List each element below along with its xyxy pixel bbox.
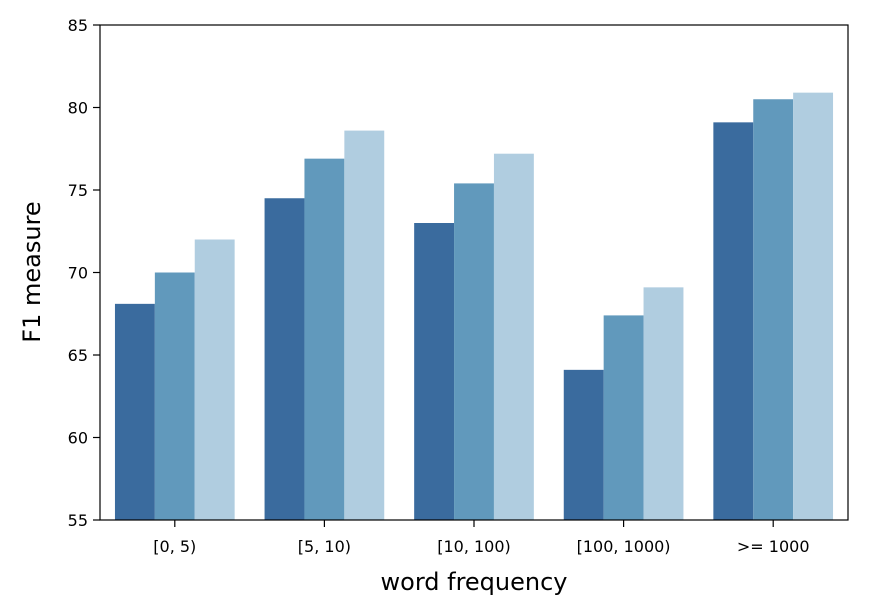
bar-0-series-0 <box>114 303 155 520</box>
x-axis-label: word frequency <box>381 568 568 596</box>
bar-3-series-0 <box>563 369 604 520</box>
bar-4-series-1 <box>753 99 794 520</box>
x-tick-label: [0, 5) <box>153 537 196 556</box>
x-tick-label: [5, 10) <box>298 537 351 556</box>
bar-4-series-0 <box>713 122 754 520</box>
bar-2-series-0 <box>414 223 455 520</box>
bar-3-series-1 <box>603 315 644 520</box>
y-tick-label: 75 <box>68 181 88 200</box>
bar-1-series-1 <box>304 158 345 520</box>
bar-0-series-2 <box>194 239 235 520</box>
bar-2-series-1 <box>454 183 494 520</box>
y-tick-label: 70 <box>68 264 88 283</box>
bar-3-series-2 <box>643 287 684 520</box>
x-tick-label: >= 1000 <box>737 537 810 556</box>
bar-2-series-2 <box>493 153 534 520</box>
y-tick-label: 80 <box>68 99 88 118</box>
bar-1-series-0 <box>264 198 305 520</box>
bar-4-series-2 <box>793 92 834 521</box>
y-tick-label: 55 <box>68 511 88 530</box>
y-tick-label: 60 <box>68 429 88 448</box>
axes-layer: 55 60 65 70 75 80 85 [0, 5) [5, 10) [10, 100) [100… <box>68 16 849 556</box>
bars-layer <box>114 92 834 521</box>
y-axis-label: F1 measure <box>18 201 46 342</box>
y-tick-label: 65 <box>68 346 88 365</box>
x-tick-label: [100, 1000) <box>577 537 671 556</box>
bar-1-series-2 <box>344 130 385 520</box>
bar-0-series-1 <box>154 272 195 520</box>
x-tick-label: [10, 100) <box>437 537 511 556</box>
y-tick-label: 85 <box>68 16 88 35</box>
